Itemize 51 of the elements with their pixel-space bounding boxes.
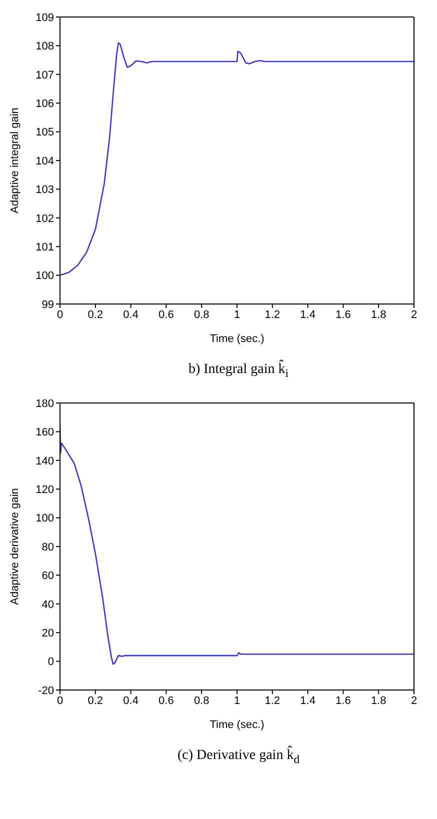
y-tick-label: 100 [36, 270, 54, 282]
line-series [60, 42, 414, 276]
x-tick-label: 1.4 [300, 308, 316, 321]
x-tick-label: 0.2 [88, 694, 104, 707]
x-tick-label: 0.4 [123, 694, 138, 707]
text: b) Integral gain k̂$_{i}$ [187, 362, 290, 380]
x-tick-label: 1.6 [336, 694, 351, 707]
x-axis-title: Time (sec.) [210, 333, 264, 345]
x-tick-label: 1.2 [264, 308, 280, 321]
x-tick-label: 1 [234, 694, 240, 707]
text: (c) Derivative gain k̂$_{d}$ [176, 748, 301, 766]
y-tick-label: 108 [36, 40, 54, 53]
x-tick-label: 0.6 [158, 308, 174, 321]
x-tick-label: 0 [56, 308, 64, 321]
y-tick-label: 160 [36, 426, 54, 438]
x-tick-label: 0.2 [88, 308, 104, 321]
y-tick-label: 120 [36, 484, 54, 496]
x-tick-label: 0 [56, 694, 64, 707]
y-tick-label: 102 [36, 212, 54, 225]
x-tick-label: 0.6 [158, 694, 174, 707]
y-tick-label: 60 [42, 570, 54, 582]
y-tick-label: 80 [42, 541, 54, 554]
x-tick-label: 1.6 [336, 308, 351, 321]
x-tick-label: 1.8 [370, 694, 386, 707]
y-tick-label: 103 [36, 184, 54, 196]
y-tick-label: 107 [36, 69, 54, 82]
y-tick-label: 40 [42, 598, 54, 611]
x-tick-label: 1.4 [300, 694, 316, 707]
x-tick-label: 0.4 [123, 308, 138, 321]
x-tick-label: 0.8 [194, 308, 210, 321]
y-tick-label: 104 [36, 155, 54, 168]
x-axis-title: Time (sec.) [210, 718, 264, 731]
x-tick-label: 1.2 [264, 694, 280, 707]
y-tick-label: 106 [36, 98, 54, 110]
x-tick-label: 1 [234, 308, 240, 321]
y-tick-label: 140 [36, 455, 54, 468]
y-tick-label: 20 [42, 627, 54, 640]
y-tick-label: 180 [36, 398, 54, 410]
x-tick-label: 0.8 [194, 694, 210, 707]
y-tick-label: -20 [38, 684, 54, 697]
y-tick-label: 99 [42, 298, 54, 311]
x-tick-label: 1.8 [370, 308, 386, 321]
y-axis-title: Adaptive integral gain [8, 108, 21, 214]
y-tick-label: 101 [36, 242, 54, 254]
y-tick-label: 105 [36, 126, 54, 139]
y-tick-label: 100 [36, 512, 54, 524]
y-axis-title: Adaptive derivative gain [8, 488, 21, 605]
y-tick-label: 109 [36, 12, 54, 24]
x-tick-label: 2 [410, 694, 418, 707]
y-tick-label: 0 [48, 656, 54, 668]
x-tick-label: 2 [410, 308, 418, 321]
